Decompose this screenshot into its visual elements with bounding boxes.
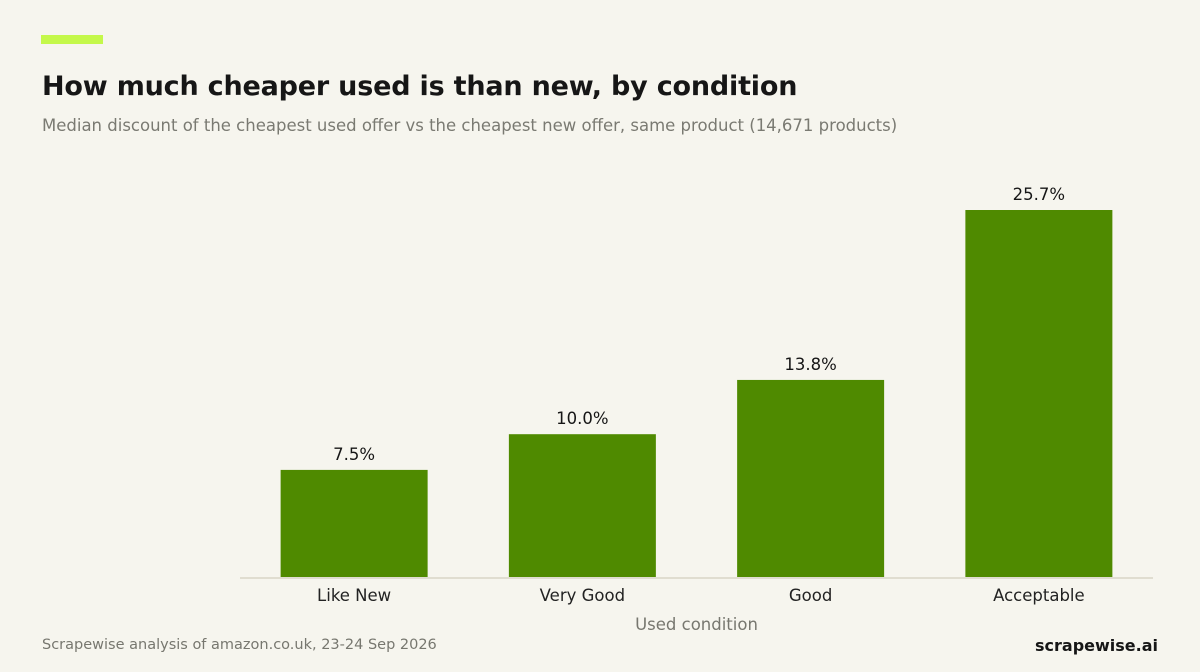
bar-good [737, 379, 885, 577]
x-tick-label-very-good: Very Good [540, 586, 625, 605]
data-label-very-good: 10.0% [556, 409, 608, 428]
brand-logo-text[interactable]: scrapewise.ai [1035, 636, 1158, 655]
source-note: Scrapewise analysis of amazon.co.uk, 23-… [42, 637, 437, 653]
x-tick-label-acceptable: Acceptable [993, 586, 1085, 605]
x-tick-label-like-new: Like New [317, 586, 391, 605]
bar-like-new [280, 469, 428, 577]
x-tick-label-good: Good [789, 586, 832, 605]
bar-acceptable [965, 210, 1113, 577]
chart-title: How much cheaper used is than new, by co… [42, 71, 798, 102]
data-label-good: 13.8% [784, 355, 836, 374]
brand-accent-bar [41, 35, 103, 44]
data-label-acceptable: 25.7% [1013, 185, 1065, 204]
bar-very-good [508, 434, 656, 577]
x-axis-label: Used condition [635, 615, 758, 634]
chart-subtitle: Median discount of the cheapest used off… [42, 116, 898, 135]
data-label-like-new: 7.5% [333, 445, 375, 464]
